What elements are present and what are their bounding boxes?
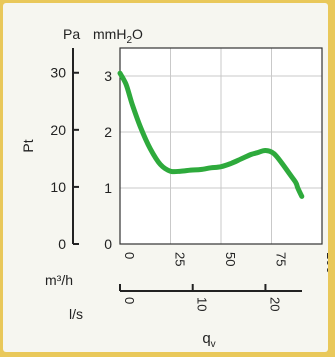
mmh2o-unit-label: mmH2O bbox=[93, 26, 143, 46]
qv-axis-label: qv bbox=[202, 330, 215, 350]
pa-unit-label: Pa bbox=[63, 26, 80, 42]
ls-tick-label: 20 bbox=[267, 297, 282, 311]
performance-curve bbox=[117, 70, 305, 199]
ls-axis-ticks: 0 10 20 bbox=[119, 284, 282, 311]
pa-tick-label: 20 bbox=[50, 122, 66, 138]
m3h-tick-label: 100 bbox=[324, 252, 328, 274]
mmh2o-tick-label: 2 bbox=[104, 124, 112, 140]
m3h-axis-ticks: 0 25 50 75 100 bbox=[122, 252, 328, 274]
plot-frame bbox=[119, 47, 323, 245]
pt-axis-label: Pt bbox=[20, 139, 36, 152]
pa-tick-label: 10 bbox=[50, 179, 66, 195]
m3h-tick-label: 25 bbox=[173, 252, 188, 266]
pa-tick-label: 30 bbox=[50, 65, 66, 81]
mmh2o-axis-ticks: 3 2 1 0 bbox=[104, 68, 112, 252]
pa-axis-ticks: 30 20 10 0 bbox=[50, 65, 79, 252]
mmh2o-tick-label: 0 bbox=[104, 236, 112, 252]
ls-tick-label: 10 bbox=[195, 297, 210, 311]
ls-tick-label: 0 bbox=[122, 297, 137, 304]
m3h-tick-label: 50 bbox=[223, 252, 238, 266]
m3h-axis-label: m³/h bbox=[45, 272, 73, 288]
m3h-tick-label: 75 bbox=[274, 252, 289, 266]
m3h-tick-label: 0 bbox=[122, 252, 137, 259]
ls-axis-label: l/s bbox=[69, 306, 83, 322]
mmh2o-tick-label: 3 bbox=[104, 68, 112, 84]
pa-tick-label: 0 bbox=[58, 236, 66, 252]
mmh2o-tick-label: 1 bbox=[104, 180, 112, 196]
